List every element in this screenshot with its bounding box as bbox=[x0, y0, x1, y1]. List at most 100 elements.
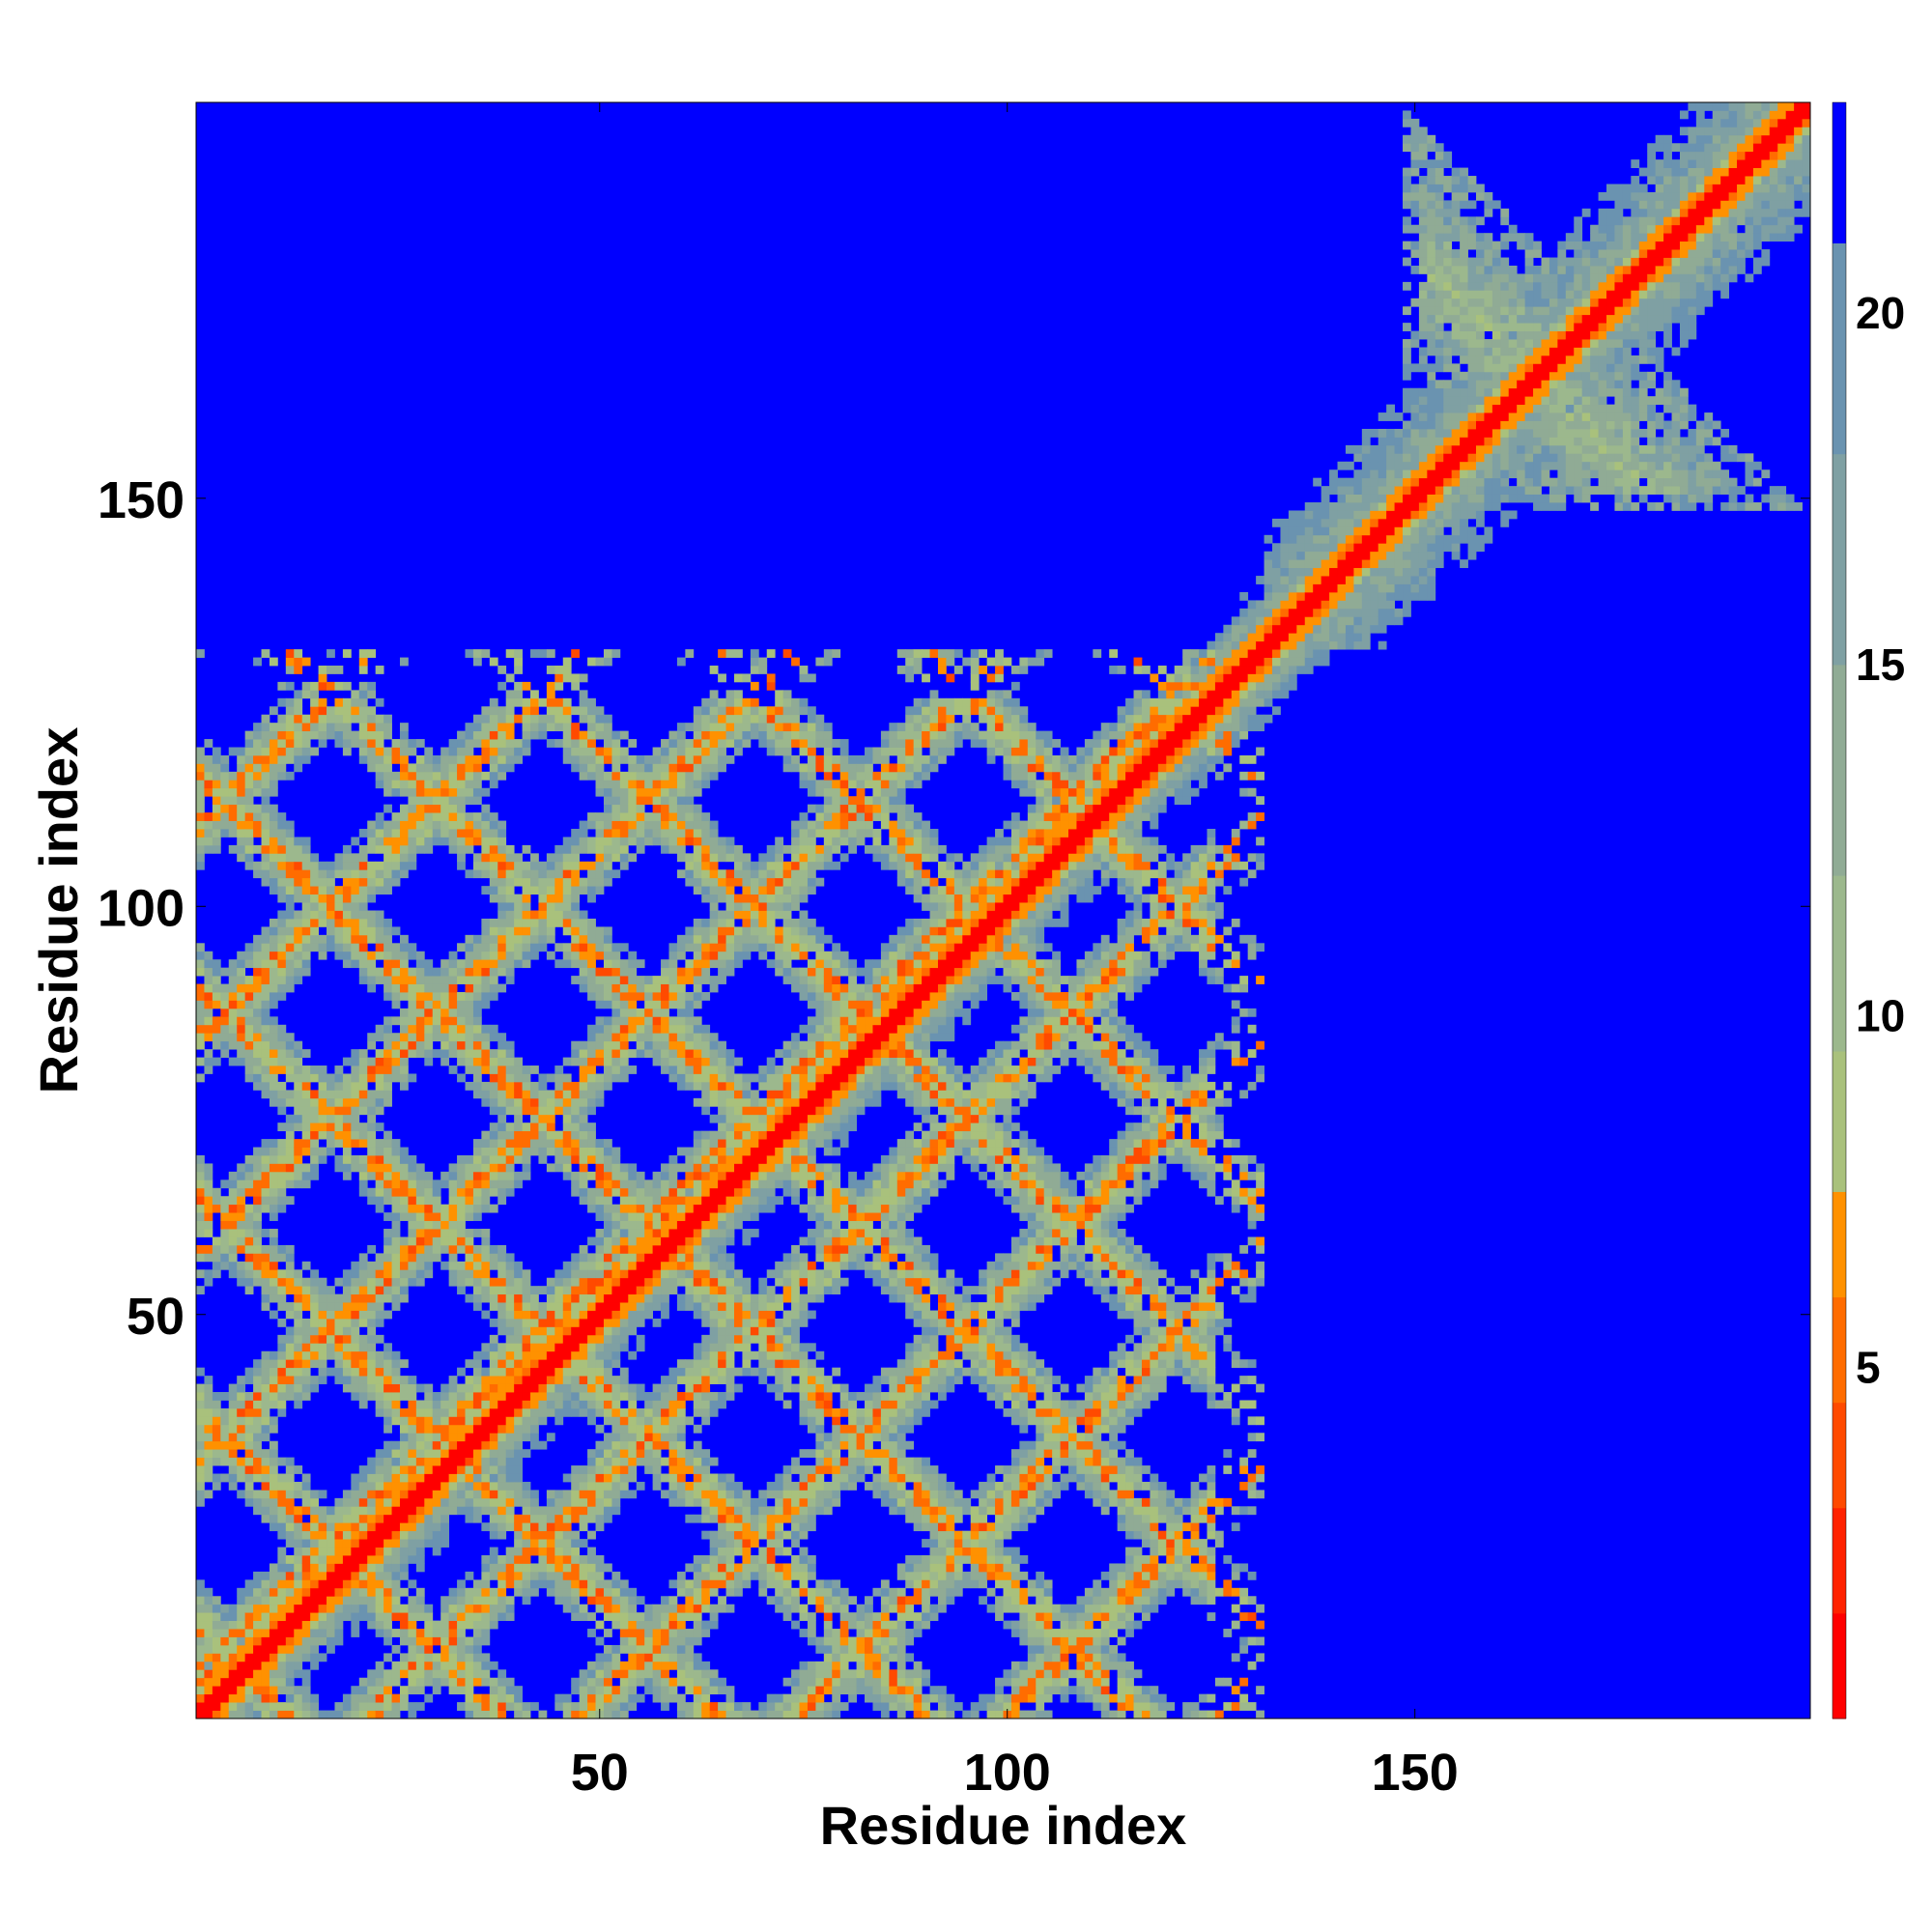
heatmap-cell bbox=[505, 1693, 515, 1703]
heatmap-cell bbox=[204, 1449, 213, 1459]
heatmap-cell bbox=[481, 837, 491, 846]
heatmap-cell bbox=[285, 1539, 295, 1548]
heatmap-cell bbox=[587, 1497, 596, 1507]
heatmap-cell bbox=[399, 1261, 409, 1270]
heatmap-cell bbox=[367, 910, 377, 920]
heatmap-cell bbox=[514, 1530, 523, 1540]
heatmap-cell bbox=[636, 1669, 645, 1679]
heatmap-cell bbox=[253, 1629, 262, 1637]
heatmap-cell bbox=[408, 1497, 417, 1507]
heatmap-cell bbox=[619, 1686, 629, 1695]
heatmap-cell bbox=[489, 1244, 498, 1254]
heatmap-cell bbox=[562, 1286, 572, 1295]
heatmap-cell bbox=[367, 1497, 377, 1507]
heatmap-cell bbox=[628, 1473, 638, 1483]
heatmap-cell bbox=[661, 763, 669, 773]
heatmap-cell bbox=[261, 829, 270, 838]
heatmap-cell bbox=[375, 1669, 384, 1679]
heatmap-cell bbox=[334, 1587, 344, 1597]
heatmap-cell bbox=[457, 1636, 466, 1646]
heatmap-cell bbox=[432, 829, 441, 838]
heatmap-cell bbox=[693, 1497, 702, 1507]
heatmap-cell bbox=[375, 1154, 384, 1164]
heatmap-cell bbox=[358, 1497, 368, 1507]
heatmap-cell bbox=[424, 796, 434, 806]
heatmap-cell bbox=[301, 739, 311, 748]
heatmap-cell bbox=[693, 1220, 702, 1230]
heatmap-cell bbox=[440, 967, 450, 977]
heatmap-cell bbox=[497, 886, 507, 895]
heatmap-cell bbox=[228, 1710, 238, 1719]
heatmap-cell bbox=[676, 804, 686, 813]
heatmap-cell bbox=[497, 1065, 507, 1074]
heatmap-cell bbox=[636, 1261, 645, 1270]
heatmap-cell bbox=[685, 1702, 695, 1711]
heatmap-cell bbox=[334, 1139, 344, 1148]
heatmap-cell bbox=[676, 1604, 686, 1613]
heatmap-cell bbox=[440, 1392, 450, 1401]
heatmap-cell bbox=[676, 1571, 686, 1580]
heatmap-cell bbox=[277, 1620, 287, 1630]
heatmap-cell bbox=[432, 780, 441, 789]
heatmap-cell bbox=[505, 861, 515, 870]
heatmap-cell bbox=[497, 1686, 507, 1695]
heatmap-cell bbox=[448, 1620, 458, 1630]
heatmap-cell bbox=[497, 1269, 507, 1279]
heatmap-cell bbox=[432, 1433, 441, 1442]
heatmap-cell bbox=[204, 1407, 213, 1417]
heatmap-cell bbox=[481, 1261, 491, 1270]
heatmap-cell bbox=[603, 1310, 612, 1320]
heatmap-cell bbox=[375, 1310, 384, 1320]
heatmap-cell bbox=[562, 951, 572, 960]
heatmap-cell bbox=[212, 1473, 221, 1483]
heatmap-cell bbox=[408, 1473, 417, 1483]
heatmap-cell bbox=[538, 1334, 548, 1344]
heatmap-cell bbox=[676, 1636, 686, 1646]
heatmap-cell bbox=[408, 1253, 417, 1263]
heatmap-cell bbox=[562, 1506, 572, 1516]
heatmap-cell bbox=[489, 1122, 498, 1132]
heatmap-cell bbox=[636, 1212, 645, 1221]
heatmap-cell bbox=[676, 1033, 686, 1042]
heatmap-cell bbox=[261, 1514, 270, 1523]
heatmap-cell bbox=[457, 1465, 466, 1474]
heatmap-cell bbox=[595, 1236, 605, 1246]
heatmap-cell bbox=[342, 1334, 352, 1344]
heatmap-cell bbox=[294, 1555, 303, 1564]
heatmap-cell bbox=[497, 1596, 507, 1605]
heatmap-cell bbox=[661, 1008, 669, 1017]
heatmap-cell bbox=[489, 1147, 498, 1156]
heatmap-cell bbox=[367, 730, 377, 740]
heatmap-cell bbox=[334, 1065, 344, 1074]
heatmap-cell bbox=[294, 1596, 303, 1605]
heatmap-cell bbox=[619, 1212, 629, 1221]
heatmap-cell bbox=[457, 754, 466, 764]
heatmap-cell bbox=[277, 723, 287, 732]
heatmap-cell bbox=[465, 820, 474, 830]
heatmap-cell bbox=[358, 926, 368, 936]
heatmap-cell bbox=[693, 943, 702, 952]
heatmap-cell bbox=[579, 967, 588, 977]
heatmap-cell bbox=[220, 1000, 230, 1009]
heatmap-cell bbox=[636, 820, 645, 830]
heatmap-cell bbox=[375, 1604, 384, 1613]
heatmap-cell bbox=[465, 1644, 474, 1654]
heatmap-cell bbox=[522, 1571, 531, 1580]
heatmap-cell bbox=[399, 1016, 409, 1026]
heatmap-cell bbox=[220, 983, 230, 993]
heatmap-cell bbox=[693, 1383, 702, 1393]
heatmap-cell bbox=[530, 1147, 539, 1156]
heatmap-cell bbox=[611, 1057, 621, 1066]
heatmap-cell bbox=[489, 1097, 498, 1107]
heatmap-cell bbox=[351, 853, 360, 863]
heatmap-cell bbox=[554, 1286, 564, 1295]
heatmap-cell bbox=[562, 739, 572, 748]
heatmap-cell bbox=[424, 959, 434, 969]
heatmap-cell bbox=[465, 1686, 474, 1695]
heatmap-cell bbox=[351, 1302, 360, 1311]
heatmap-cell bbox=[269, 1449, 278, 1459]
heatmap-cell bbox=[424, 1522, 434, 1532]
heatmap-cell bbox=[253, 812, 262, 821]
heatmap-cell bbox=[628, 1277, 638, 1287]
heatmap-cell bbox=[472, 1187, 482, 1197]
